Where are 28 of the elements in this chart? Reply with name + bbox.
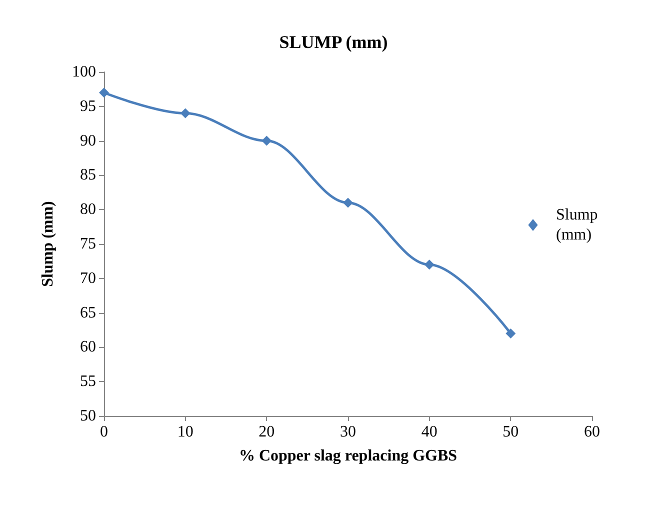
y-tick-label: 55 <box>80 373 96 390</box>
y-axis-title: Slump (mm) <box>40 201 56 287</box>
x-tick-label: 40 <box>421 424 438 440</box>
point <box>262 136 272 146</box>
chart-title: SLUMP (mm) <box>279 32 388 52</box>
y-tick-label: 60 <box>80 338 96 356</box>
x-tick-label: 50 <box>502 424 519 440</box>
x-tick-label: 10 <box>177 424 194 440</box>
y-tick-label: 100 <box>72 64 96 80</box>
y-tick-label: 70 <box>80 270 96 287</box>
x-tick-label: 0 <box>100 424 108 440</box>
legend-label: Slump (mm) <box>556 206 598 244</box>
y-tick-label: 65 <box>80 304 96 322</box>
point <box>424 260 434 270</box>
point <box>343 198 353 208</box>
y-tick-label: 75 <box>80 236 96 252</box>
x-tick-label: 20 <box>258 424 275 440</box>
x-tick-label: 60 <box>584 424 600 440</box>
y-tick-label: 95 <box>80 98 96 115</box>
point <box>99 88 109 98</box>
y-tick-label: 85 <box>80 166 96 184</box>
y-tick-label: 50 <box>80 408 96 424</box>
x-tick-label: 30 <box>340 424 356 440</box>
point <box>180 108 190 118</box>
x-axis-title: % Copper slag replacing GGBS <box>238 448 458 464</box>
y-tick-label: 90 <box>80 132 96 150</box>
y-tick-label: 80 <box>80 201 96 218</box>
point <box>506 328 516 338</box>
